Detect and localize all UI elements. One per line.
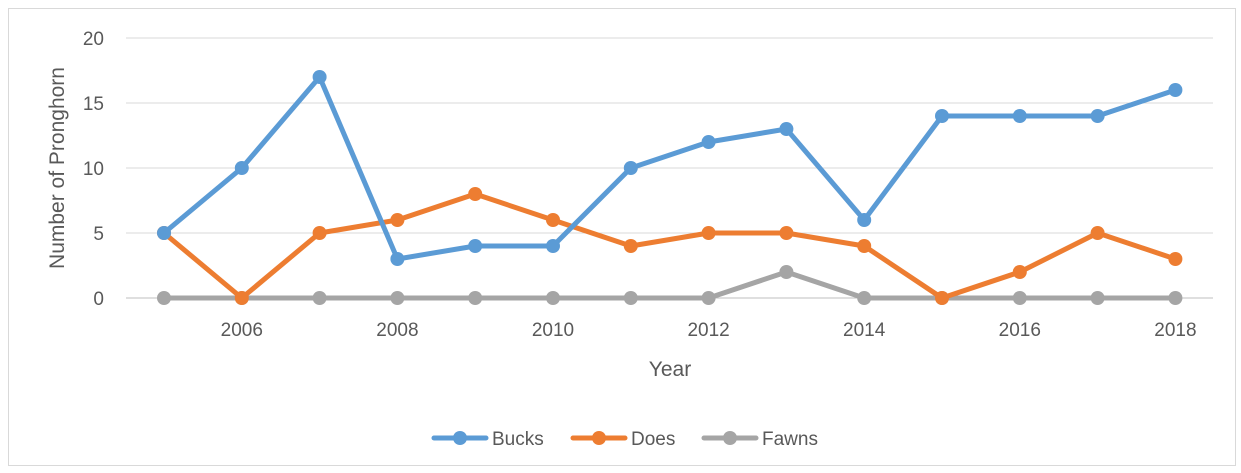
does-point — [1090, 226, 1105, 240]
does-point — [857, 239, 872, 253]
does-point — [1168, 252, 1183, 266]
fawns-point — [701, 291, 716, 305]
bucks-point — [935, 109, 949, 123]
bucks-point — [1090, 109, 1105, 123]
legend: Bucks Does Fawns — [431, 429, 818, 450]
fawns-series — [157, 265, 1183, 305]
legend-label: Fawns — [762, 429, 818, 450]
x-tick-label: 2016 — [999, 320, 1041, 341]
fawns-point — [312, 291, 327, 305]
does-point — [312, 226, 327, 240]
does-point — [546, 213, 560, 227]
series-layer — [157, 70, 1183, 305]
does-point — [779, 226, 794, 240]
does-point — [234, 291, 249, 305]
fawns-point — [1168, 291, 1183, 305]
fawns-line — [161, 269, 1178, 301]
x-tick-label: 2008 — [376, 320, 418, 341]
bucks-point — [779, 122, 794, 136]
y-tick-label: 15 — [83, 94, 104, 115]
x-tick-label: 2014 — [843, 320, 886, 341]
bucks-series — [157, 70, 1183, 266]
bucks-point — [857, 213, 872, 227]
does-line — [161, 191, 1178, 301]
legend-item-bucks: Bucks — [431, 429, 544, 450]
does-series — [157, 187, 1183, 305]
x-axis-ticks: 2006 2008 2010 2012 2014 2016 2018 — [221, 320, 1197, 341]
bucks-point — [546, 239, 560, 253]
y-tick-label: 10 — [83, 159, 104, 180]
bucks-point — [390, 252, 405, 266]
fawns-point — [779, 265, 794, 279]
chart-frame — [8, 8, 1236, 466]
bucks-point — [468, 239, 483, 253]
does-point — [468, 187, 483, 201]
fawns-point — [157, 291, 171, 305]
legend-swatch-marker — [592, 431, 606, 445]
fawns-point — [1090, 291, 1105, 305]
bucks-point — [623, 161, 638, 175]
y-tick-label: 0 — [93, 289, 104, 310]
bucks-point — [234, 161, 249, 175]
fawns-point — [390, 291, 405, 305]
legend-label: Does — [631, 429, 675, 450]
bucks-point — [1012, 109, 1027, 123]
bucks-line — [161, 74, 1178, 262]
does-point — [623, 239, 638, 253]
legend-item-fawns: Fawns — [701, 429, 818, 450]
fawns-point — [857, 291, 872, 305]
fawns-point — [546, 291, 560, 305]
legend-swatch-marker — [723, 431, 737, 445]
legend-swatch-marker — [453, 431, 467, 445]
does-point — [1012, 265, 1027, 279]
x-tick-label: 2010 — [532, 320, 574, 341]
x-tick-label: 2006 — [221, 320, 263, 341]
does-point — [390, 213, 405, 227]
y-tick-label: 5 — [93, 224, 104, 245]
fawns-point — [623, 291, 638, 305]
x-tick-label: 2018 — [1154, 320, 1196, 341]
y-axis-label: Number of Pronghorn — [46, 67, 69, 269]
x-axis-label: Year — [649, 358, 691, 381]
bucks-point — [157, 226, 171, 240]
does-point — [701, 226, 716, 240]
legend-label: Bucks — [492, 429, 544, 450]
x-tick-label: 2012 — [687, 320, 729, 341]
bucks-point — [701, 135, 716, 149]
fawns-point — [468, 291, 483, 305]
y-tick-label: 20 — [83, 29, 104, 50]
fawns-point — [1012, 291, 1027, 305]
y-axis-ticks: 0 5 10 15 20 — [83, 29, 104, 310]
does-point — [935, 291, 949, 305]
bucks-point — [312, 70, 327, 84]
legend-item-does: Does — [570, 429, 675, 450]
bucks-point — [1168, 83, 1183, 97]
